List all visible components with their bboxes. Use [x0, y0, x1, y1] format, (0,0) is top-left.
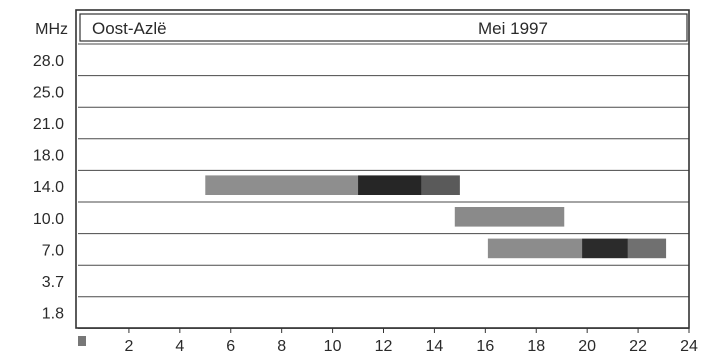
band-segment-7.0 [627, 238, 667, 259]
y-tick-label: 25.0 [33, 84, 64, 101]
x-axis: 2 4 6 8 10 12 14 16 18 20 22 24 [78, 328, 698, 355]
x-tick-label: 6 [226, 338, 235, 355]
y-tick-label: 21.0 [33, 116, 64, 133]
bands [205, 175, 667, 259]
y-tick-label: 3.7 [42, 274, 64, 291]
y-unit-label: MHz [35, 21, 68, 38]
x-origin-marker [78, 336, 86, 346]
y-tick-label: 14.0 [33, 179, 64, 196]
x-tick-label: 12 [375, 338, 393, 355]
x-tick-label: 16 [476, 338, 494, 355]
y-tick-label: 28.0 [33, 53, 64, 70]
x-tick-label: 18 [527, 338, 545, 355]
y-axis: 28.0 25.0 21.0 18.0 14.0 10.0 7.0 3.7 1.8 [33, 53, 64, 323]
header-box [79, 13, 688, 42]
plot-frame [75, 9, 690, 329]
x-tick-label: 8 [277, 338, 286, 355]
x-tick-label: 10 [324, 338, 342, 355]
band-segment-14.0 [421, 175, 460, 195]
x-tick-label: 24 [680, 338, 698, 355]
date-title: Mei 1997 [478, 19, 548, 38]
band-segment-14.0 [358, 175, 422, 195]
x-tick-label: 22 [629, 338, 647, 355]
y-tick-label: 1.8 [42, 306, 64, 323]
y-tick-label: 7.0 [42, 242, 64, 259]
x-tick-label: 20 [578, 338, 596, 355]
band-segment-7.0 [582, 238, 628, 259]
x-tick-label: 4 [175, 338, 184, 355]
band-segment-14.0 [205, 175, 359, 195]
x-tick-label: 14 [426, 338, 444, 355]
x-tick-label: 2 [124, 338, 133, 355]
y-tick-label: 18.0 [33, 148, 64, 165]
region-title: Oost-Azlë [92, 19, 167, 38]
band-segment-10.0 [454, 207, 565, 227]
band-segment-7.0 [487, 238, 583, 259]
y-tick-label: 10.0 [33, 211, 64, 228]
